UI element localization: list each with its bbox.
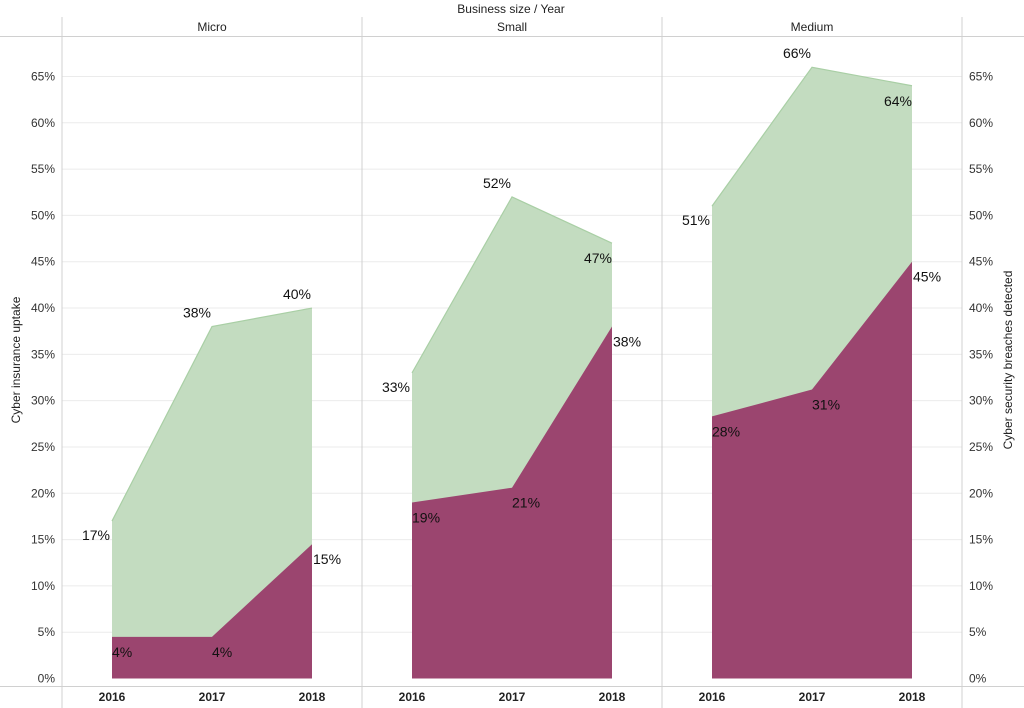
insurance-data-label: 19% [412,510,440,526]
insurance-data-label: 15% [313,551,341,567]
y-tick-label-right: 40% [969,301,993,315]
y-tick-label-right: 35% [969,347,993,361]
y-tick-label-left: 10% [31,579,55,593]
x-tick-label: 2018 [899,690,926,704]
y-tick-label-left: 55% [31,162,55,176]
insurance-data-label: 4% [112,644,132,660]
y-tick-label-left: 45% [31,255,55,269]
y-tick-label-right: 5% [969,625,987,639]
breaches-area-micro [112,308,312,679]
y-tick-label-left: 50% [31,208,55,222]
y-tick-label-right: 55% [969,162,993,176]
y-tick-label-left: 65% [31,70,55,84]
y-tick-label-right: 10% [969,579,993,593]
y-tick-label-right: 65% [969,70,993,84]
y-tick-label-right: 0% [969,672,987,686]
panel-header-medium: Medium [791,20,834,34]
y-tick-label-right: 60% [969,116,993,130]
breaches-data-label: 17% [82,527,110,543]
x-tick-label: 2018 [599,690,626,704]
y-tick-label-left: 25% [31,440,55,454]
y-tick-label-right: 50% [969,208,993,222]
y-tick-label-left: 40% [31,301,55,315]
chart-header: Business size / Year [457,2,564,16]
y-tick-label-right: 15% [969,533,993,547]
x-tick-label: 2017 [499,690,526,704]
insurance-area-micro [112,544,312,679]
breaches-line-micro [111,307,313,522]
y-tick-label-left: 60% [31,116,55,130]
x-tick-label: 2016 [99,690,126,704]
breaches-data-label: 33% [382,379,410,395]
x-tick-label: 2016 [399,690,426,704]
y-axis-title-left: Cyber insurance uptake [9,296,23,423]
breaches-data-label: 66% [783,45,811,61]
x-tick-label: 2017 [199,690,226,704]
y-tick-label-left: 0% [38,672,56,686]
axes: Business size / Year Cyber insurance upt… [9,2,1015,704]
panel-header-small: Small [497,20,527,34]
insurance-area-medium [712,261,912,679]
panel-frame [0,17,1024,708]
breaches-data-label: 47% [584,250,612,266]
breaches-data-label: 51% [682,212,710,228]
breaches-data-label: 52% [483,175,511,191]
insurance-data-label: 38% [613,334,641,350]
y-tick-label-right: 45% [969,255,993,269]
insurance-data-label: 31% [812,397,840,413]
x-tick-label: 2016 [699,690,726,704]
breaches-data-label: 38% [183,305,211,321]
y-tick-label-left: 20% [31,486,55,500]
y-tick-label-right: 20% [969,486,993,500]
x-tick-label: 2018 [299,690,326,704]
breaches-line-medium [711,66,913,207]
breaches-line-small [411,196,613,374]
breaches-data-label: 64% [884,93,912,109]
y-axis-title-right: Cyber security breaches detected [1001,271,1015,450]
insurance-data-label: 45% [913,269,941,285]
y-tick-label-right: 25% [969,440,993,454]
y-tick-label-left: 30% [31,394,55,408]
breaches-data-label: 40% [283,286,311,302]
y-tick-label-left: 35% [31,347,55,361]
insurance-area-small [412,326,612,679]
y-tick-label-right: 30% [969,394,993,408]
area-marks [111,66,913,679]
y-tick-label-left: 15% [31,533,55,547]
y-tick-label-left: 5% [38,625,56,639]
panel-header-micro: Micro [197,20,227,34]
insurance-data-label: 21% [512,495,540,511]
insurance-data-label: 4% [212,644,232,660]
insurance-data-label: 28% [712,423,740,439]
x-tick-label: 2017 [799,690,826,704]
data-labels: 17% 38% 40% 4% 4% 15% 33% 52% 47% 19% 21% 38% 51% 66%… [82,45,941,660]
